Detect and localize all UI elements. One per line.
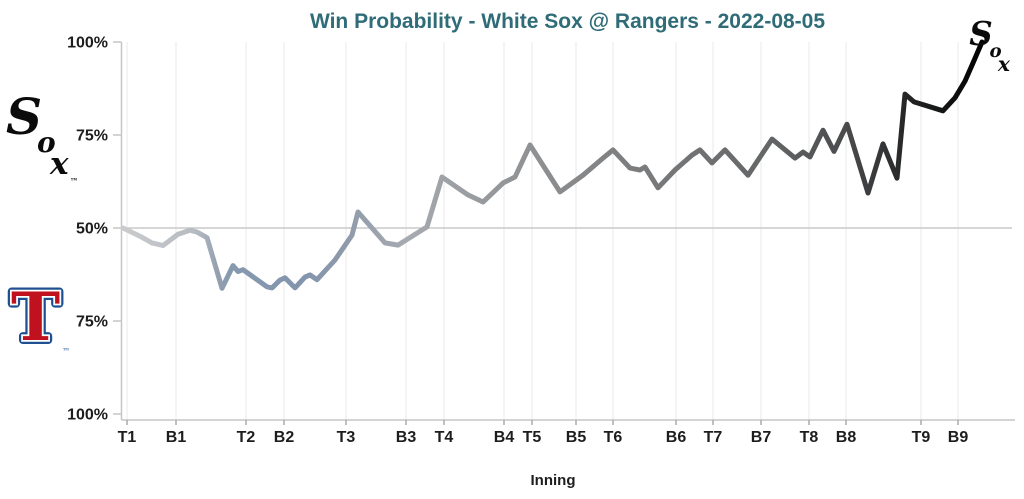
- x-tick-label: B9: [948, 429, 969, 446]
- sox-letter-x: x: [49, 146, 69, 182]
- sox-letter-o: o: [37, 126, 56, 159]
- y-tick-label: 75%: [76, 128, 108, 145]
- inning-gridlines: [126, 42, 959, 420]
- x-tick-label: B4: [494, 429, 515, 446]
- rangers-logo-svg: T T T ™: [7, 274, 70, 360]
- sox-letter-s: S: [969, 16, 992, 53]
- white-sox-logo: S o x ™: [4, 87, 84, 190]
- x-tick-label: B7: [751, 429, 772, 446]
- rangers-logo: T T T ™: [4, 274, 76, 362]
- y-tick-label: 100%: [67, 35, 108, 52]
- sox-letter-s: S: [6, 90, 42, 146]
- x-tick-label: B6: [666, 429, 687, 446]
- x-tick-label: T5: [523, 429, 542, 446]
- x-tick-label: B2: [274, 429, 295, 446]
- y-tick-label: 100%: [67, 407, 108, 424]
- x-axis-ticks: T1 B1 T2 B2 T3 B3 T4 B4 T5 B5 T6 B6 T7 B7 T8 B8 T9 B9: [118, 420, 969, 446]
- white-sox-logo-svg: S o x ™: [6, 87, 78, 186]
- white-sox-logo-line-end: S o x: [968, 14, 1020, 82]
- x-tick-label: T7: [704, 429, 723, 446]
- rangers-t-fill: T: [11, 282, 60, 356]
- rangers-t-inline: T: [11, 282, 60, 356]
- x-tick-label: B8: [836, 429, 857, 446]
- sox-letter-x: x: [997, 52, 1011, 76]
- y-axis-ticks: 100% 75% 50% 75% 100%: [67, 35, 122, 424]
- chart-title: Win Probability - White Sox @ Rangers - …: [309, 10, 826, 33]
- x-tick-label: B5: [566, 429, 587, 446]
- trademark-mark: ™: [62, 347, 70, 356]
- x-axis-title: Inning: [530, 472, 576, 489]
- x-tick-label: T8: [800, 429, 819, 446]
- x-tick-label: T9: [912, 429, 931, 446]
- x-tick-label: B3: [396, 429, 417, 446]
- x-tick-label: T2: [237, 429, 256, 446]
- y-tick-label: 75%: [76, 314, 108, 331]
- y-tick-label: 50%: [76, 221, 108, 238]
- white-sox-end-logo-svg: S o x: [969, 14, 1011, 76]
- x-tick-label: T6: [604, 429, 623, 446]
- sox-letter-o: o: [989, 41, 1001, 62]
- win-probability-line: [120, 39, 985, 291]
- x-tick-label: T1: [118, 429, 137, 446]
- rangers-t-outline: T: [11, 282, 60, 356]
- x-tick-label: T4: [435, 429, 454, 446]
- x-tick-label: T3: [337, 429, 356, 446]
- x-tick-label: B1: [166, 429, 187, 446]
- trademark-mark: ™: [70, 176, 78, 186]
